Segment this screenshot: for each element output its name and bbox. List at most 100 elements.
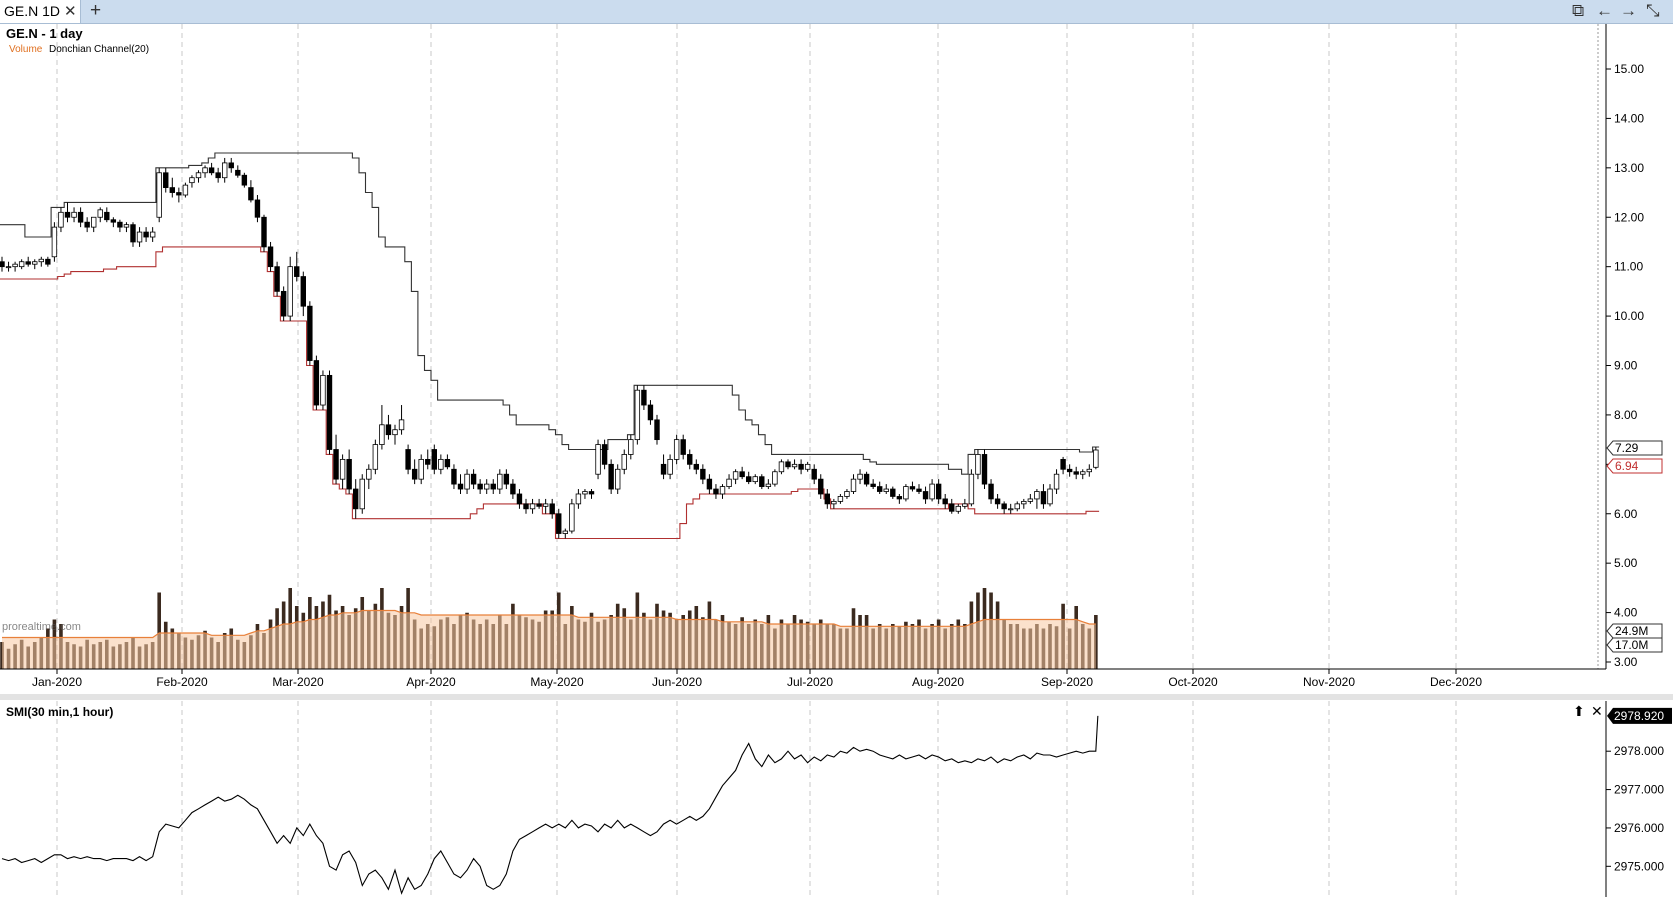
candle-body bbox=[811, 468, 817, 480]
close-icon[interactable]: ✕ bbox=[1591, 703, 1603, 719]
price-tick-label: 14.00 bbox=[1614, 111, 1644, 125]
candle-body bbox=[300, 276, 306, 307]
close-icon[interactable]: ✕ bbox=[64, 3, 77, 20]
last-price-tag: 7.29 bbox=[1606, 440, 1663, 456]
candle-body bbox=[523, 503, 529, 510]
candle-body bbox=[136, 231, 143, 243]
tab-bar: GE.N 1D ✕ + ⧉ ← → ⤡ bbox=[0, 0, 1673, 24]
volume-indicator-label[interactable]: Volume bbox=[9, 44, 43, 55]
candle-body bbox=[804, 463, 811, 470]
chart-tab[interactable]: GE.N 1D ✕ bbox=[0, 0, 81, 23]
candle-body bbox=[647, 404, 654, 421]
candle-body bbox=[988, 483, 994, 500]
up-arrow-icon[interactable]: ⬆ bbox=[1573, 703, 1585, 719]
candle-body bbox=[752, 476, 758, 483]
candle-body bbox=[1001, 503, 1007, 510]
candle-body bbox=[615, 468, 621, 490]
price-tick-label: 8.00 bbox=[1614, 408, 1638, 422]
time-tick-label: Aug-2020 bbox=[912, 675, 964, 689]
candle-body bbox=[280, 290, 287, 317]
candle-body bbox=[837, 496, 844, 502]
candle-body bbox=[890, 488, 896, 497]
candle-body bbox=[228, 162, 234, 169]
candle-body bbox=[470, 473, 477, 485]
candle-body bbox=[818, 478, 824, 495]
candle-body bbox=[922, 491, 929, 500]
candle-body bbox=[949, 503, 955, 512]
candle-body bbox=[77, 211, 84, 223]
smi-tick-label: 2975.000 bbox=[1614, 859, 1664, 873]
candle-body bbox=[425, 458, 431, 465]
candle-body bbox=[169, 187, 175, 193]
pane-separator[interactable] bbox=[0, 694, 1673, 700]
plus-icon[interactable]: + bbox=[90, 0, 102, 21]
candle-body bbox=[667, 458, 673, 475]
candle-body bbox=[942, 498, 948, 505]
candle-body bbox=[1040, 491, 1047, 505]
candle-body bbox=[32, 261, 38, 265]
volume-average-line bbox=[2, 609, 1096, 639]
price-grid bbox=[56, 24, 1457, 669]
candle-body bbox=[732, 471, 739, 480]
watermark: prorealtime.com bbox=[2, 621, 81, 633]
price-tick-label: 12.00 bbox=[1614, 210, 1644, 224]
candle-body bbox=[84, 221, 90, 228]
collapse-icon[interactable]: ⤡ bbox=[1646, 1, 1660, 20]
smi-grid bbox=[56, 701, 1457, 897]
candle-body bbox=[359, 478, 365, 510]
popout-icon[interactable]: ⧉ bbox=[1572, 1, 1585, 20]
time-tick-label: Jul-2020 bbox=[787, 675, 833, 689]
candle-body bbox=[189, 177, 195, 184]
donchian-tag: 6.94 bbox=[1606, 458, 1663, 474]
candle-body bbox=[673, 439, 680, 460]
donchian-indicator-label[interactable]: Donchian Channel(20) bbox=[49, 44, 149, 55]
candle-body bbox=[45, 258, 51, 265]
candle-body bbox=[307, 305, 313, 361]
volume-bar bbox=[0, 642, 4, 669]
candle-body bbox=[883, 488, 889, 492]
candle-body bbox=[156, 172, 162, 218]
back-arrow-icon[interactable]: ← bbox=[1596, 1, 1613, 20]
donchian-tag-text: 6.94 bbox=[1615, 459, 1639, 473]
price-tick-label: 6.00 bbox=[1614, 507, 1638, 521]
forward-arrow-icon[interactable]: → bbox=[1620, 1, 1637, 20]
time-tick-label: Feb-2020 bbox=[156, 675, 208, 689]
candle-body bbox=[208, 167, 215, 174]
candle-body bbox=[831, 500, 837, 505]
volume-bars bbox=[0, 588, 1098, 669]
candle-body bbox=[916, 488, 922, 492]
volume-tag: 24.9M bbox=[1606, 623, 1663, 639]
time-tick-label: Oct-2020 bbox=[1168, 675, 1218, 689]
candle-body bbox=[850, 478, 857, 492]
candle-body bbox=[25, 261, 31, 265]
candle-body bbox=[444, 458, 451, 468]
candle-body bbox=[726, 478, 732, 487]
candle-body bbox=[254, 199, 261, 218]
candle-body bbox=[1073, 471, 1079, 475]
candle-body bbox=[1027, 498, 1034, 502]
candle-body bbox=[267, 246, 274, 268]
candle-body bbox=[719, 486, 726, 495]
candle-body bbox=[903, 486, 909, 500]
candle-body bbox=[202, 167, 208, 174]
candle-body bbox=[975, 454, 981, 475]
candle-body bbox=[824, 493, 830, 505]
tab-label: GE.N 1D bbox=[4, 3, 61, 19]
candle-body bbox=[621, 454, 627, 470]
candle-body bbox=[641, 389, 647, 406]
candle-body bbox=[660, 463, 667, 475]
time-tick-label: May-2020 bbox=[530, 675, 584, 689]
candle-body bbox=[575, 493, 582, 505]
last-price-tag-text: 7.29 bbox=[1615, 441, 1639, 455]
time-tick-label: Nov-2020 bbox=[1303, 675, 1355, 689]
candle-body bbox=[863, 473, 870, 485]
candle-body bbox=[64, 211, 71, 218]
candle-body bbox=[962, 503, 968, 507]
candle-body bbox=[634, 389, 641, 441]
candle-body bbox=[431, 449, 437, 470]
price-tick-label: 13.00 bbox=[1614, 161, 1644, 175]
time-tick-label: Mar-2020 bbox=[272, 675, 324, 689]
candle-body bbox=[595, 444, 601, 475]
candle-body bbox=[680, 439, 686, 455]
candle-body bbox=[713, 488, 719, 495]
